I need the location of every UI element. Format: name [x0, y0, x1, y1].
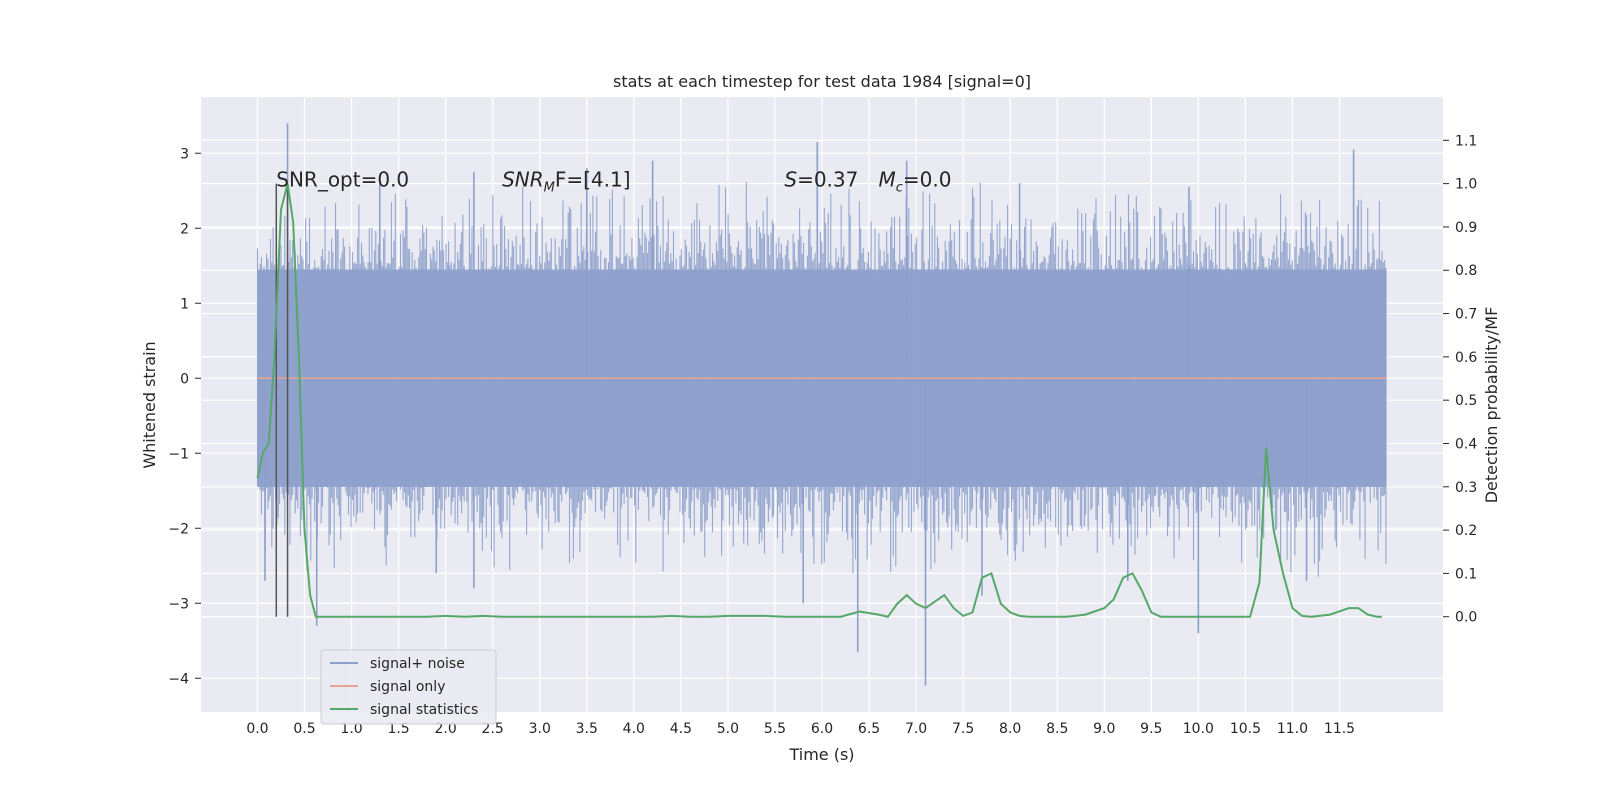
y2-axis-label: Detection probability/MF: [1482, 307, 1501, 504]
y2-tick-label: 0.2: [1455, 523, 1477, 539]
x-axis-label: Time (s): [788, 745, 854, 764]
x-tick-label: 3.5: [576, 721, 598, 737]
y-tick-label: −4: [168, 671, 189, 687]
y2-tick-label: 1.1: [1455, 133, 1477, 149]
x-tick-label: 3.0: [529, 721, 551, 737]
y2-tick-label: 0.8: [1455, 263, 1477, 279]
y-tick-label: −3: [168, 596, 189, 612]
x-tick-label: 0.5: [293, 721, 315, 737]
x-tick-label: 2.5: [482, 721, 504, 737]
y2-tick-label: 1.0: [1455, 177, 1477, 193]
chart-title: stats at each timestep for test data 198…: [613, 72, 1031, 91]
legend-label-noise: signal+ noise: [370, 656, 465, 672]
y-tick-label: −1: [168, 446, 189, 462]
y2-tick-label: 0.9: [1455, 220, 1477, 236]
x-tick-label: 6.0: [811, 721, 833, 737]
x-tick-label: 7.5: [952, 721, 974, 737]
y-axis-label: Whitened strain: [140, 341, 159, 468]
y-tick-label: −2: [168, 521, 189, 537]
x-tick-label: 0.0: [246, 721, 268, 737]
tick-labels: 0.0 0.5 1.0 1.5 2.0 2.5 3.0 3.5 4.0 4.5 5.0 5.5 6.0 6…: [168, 133, 1477, 737]
x-tick-label: 1.0: [340, 721, 362, 737]
x-tick-label: 9.0: [1093, 721, 1115, 737]
x-tick-label: 10.0: [1183, 721, 1214, 737]
y-tick-label: 1: [180, 296, 189, 312]
x-tick-label: 5.5: [764, 721, 786, 737]
x-tick-label: 7.0: [905, 721, 927, 737]
legend-label-signal: signal only: [370, 679, 445, 695]
y2-tick-label: 0.5: [1455, 393, 1477, 409]
signal-statistics-line: [256, 183, 1382, 618]
legend: signal+ noise signal only signal statist…: [320, 649, 497, 725]
annotations: SNR_opt=0.0 SNRMF=[4.1] S=0.37 Mc=0.0: [276, 168, 951, 196]
annotation-stat_s: S=0.37: [784, 168, 858, 192]
x-tick-label: 9.5: [1140, 721, 1162, 737]
y-tick-label: 3: [180, 146, 189, 162]
x-tick-label: 8.5: [1046, 721, 1068, 737]
y-tick-label: 0: [180, 371, 189, 387]
y2-tick-label: 0.3: [1455, 480, 1477, 496]
annotation-snr_mf: SNRMF=[4.1]: [502, 168, 630, 196]
x-tick-label: 8.0: [999, 721, 1021, 737]
y2-tick-label: 0.4: [1455, 436, 1477, 452]
x-tick-label: 2.0: [435, 721, 457, 737]
annotation-mc: Mc=0.0: [878, 168, 951, 196]
x-tick-label: 11.5: [1324, 721, 1355, 737]
legend-box: [320, 649, 497, 725]
x-tick-label: 4.5: [670, 721, 692, 737]
y2-tick-label: 0.1: [1455, 566, 1477, 582]
legend-label-stats: signal statistics: [370, 702, 478, 718]
x-tick-label: 5.0: [717, 721, 739, 737]
x-tick-label: 11.0: [1277, 721, 1308, 737]
x-tick-label: 6.5: [858, 721, 880, 737]
y2-tick-label: 0.7: [1455, 307, 1477, 323]
x-tick-label: 1.5: [387, 721, 409, 737]
annotation-snr_opt: SNR_opt=0.0: [276, 168, 409, 192]
y2-tick-label: 0.6: [1455, 350, 1477, 366]
series-layer: [256, 123, 1387, 686]
x-tick-label: 10.5: [1230, 721, 1261, 737]
x-tick-label: 4.0: [623, 721, 645, 737]
y2-tick-label: 0.0: [1455, 610, 1477, 626]
y-tick-label: 2: [180, 221, 189, 237]
